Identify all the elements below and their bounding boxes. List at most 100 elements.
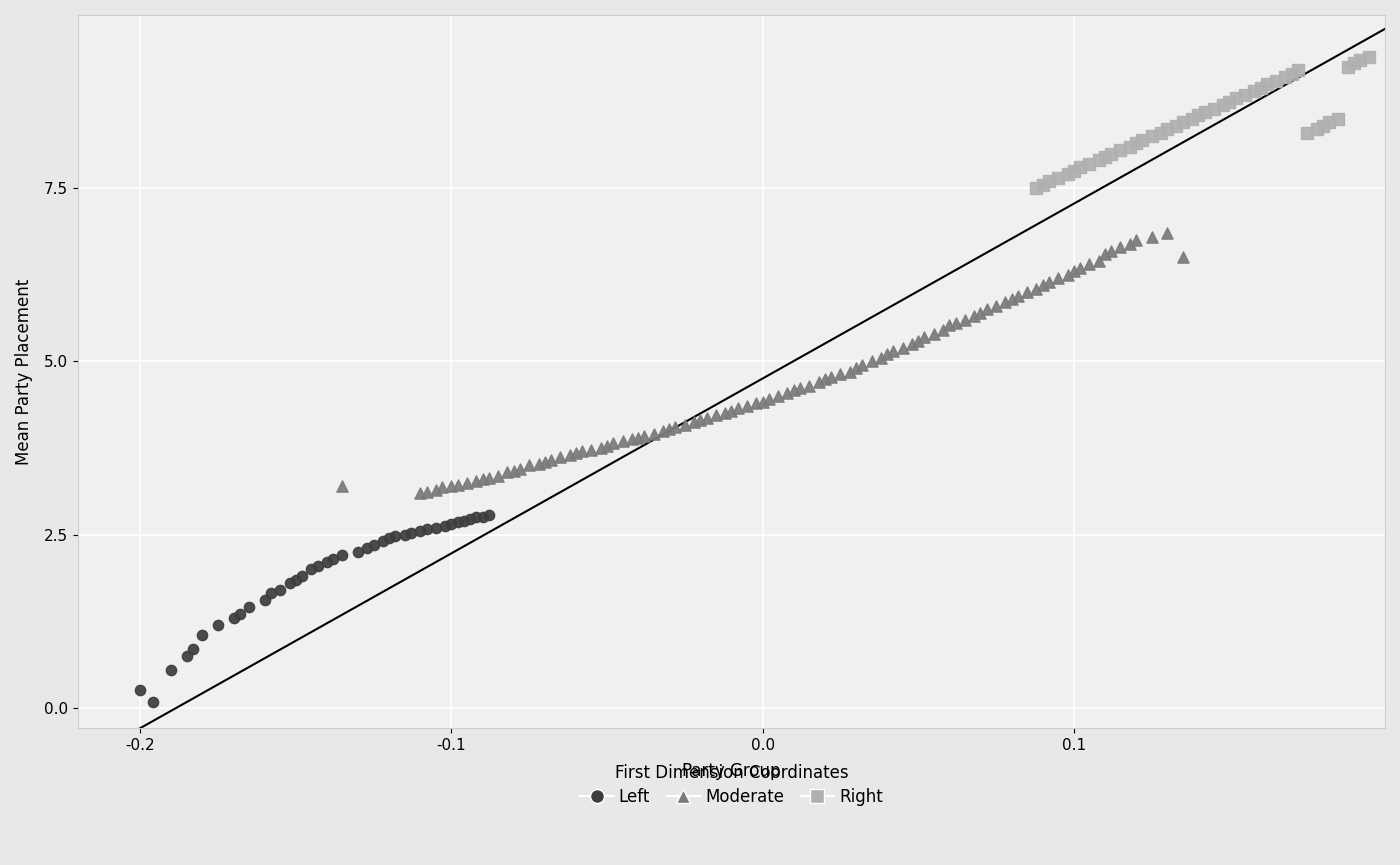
Point: [689, 413, 711, 427]
Point: [602, 436, 624, 450]
Point: [452, 514, 475, 528]
Point: [851, 358, 874, 372]
Point: [1007, 289, 1029, 303]
Point: [664, 420, 686, 434]
Point: [496, 465, 518, 479]
Point: [1296, 125, 1319, 139]
Point: [1193, 105, 1215, 119]
Point: [322, 552, 344, 566]
Point: [757, 393, 780, 407]
Point: [798, 379, 820, 393]
Point: [869, 351, 892, 365]
Point: [720, 404, 742, 418]
Point: [1078, 258, 1100, 272]
Point: [892, 341, 914, 355]
Point: [620, 432, 643, 445]
Point: [1187, 108, 1210, 122]
Point: [409, 524, 431, 538]
Point: [984, 299, 1007, 313]
Legend: Left, Moderate, Right: Left, Moderate, Right: [574, 755, 889, 813]
Point: [447, 516, 469, 529]
Point: [953, 313, 976, 327]
Point: [1203, 101, 1225, 115]
Point: [456, 476, 479, 490]
Point: [589, 441, 612, 455]
Point: [1141, 129, 1163, 143]
Point: [1088, 154, 1110, 168]
Point: [1172, 115, 1194, 129]
Point: [1037, 175, 1060, 189]
Point: [736, 400, 759, 413]
Point: [1233, 87, 1256, 101]
Point: [1287, 63, 1309, 77]
Point: [477, 509, 500, 522]
Point: [465, 473, 487, 487]
Point: [260, 586, 283, 600]
Point: [1025, 282, 1047, 296]
Point: [1156, 227, 1179, 240]
Point: [141, 695, 164, 709]
Point: [1088, 254, 1110, 268]
Point: [1180, 112, 1203, 125]
Point: [643, 427, 665, 441]
Point: [1256, 77, 1278, 91]
Point: [1093, 247, 1116, 261]
Point: [1327, 112, 1350, 125]
Point: [440, 517, 462, 531]
Point: [1249, 80, 1271, 94]
Point: [1165, 119, 1187, 132]
Point: [316, 555, 339, 569]
Point: [238, 600, 260, 614]
Point: [923, 327, 945, 341]
Point: [673, 418, 696, 432]
Point: [503, 464, 525, 477]
Point: [969, 306, 991, 320]
Point: [1274, 70, 1296, 84]
Point: [228, 607, 251, 621]
Point: [223, 611, 245, 625]
Point: [1001, 292, 1023, 306]
Point: [431, 481, 454, 495]
Point: [307, 559, 329, 573]
Point: [1063, 164, 1085, 178]
Point: [844, 362, 867, 375]
Point: [839, 365, 861, 379]
Point: [696, 411, 718, 425]
Point: [400, 526, 423, 540]
Point: [652, 424, 675, 438]
Point: [300, 562, 322, 576]
Y-axis label: Mean Party Placement: Mean Party Placement: [15, 279, 34, 465]
Point: [459, 512, 482, 526]
Point: [332, 479, 354, 493]
Point: [714, 407, 736, 420]
Point: [932, 324, 955, 337]
Point: [767, 389, 790, 403]
Point: [788, 381, 811, 394]
Point: [409, 486, 431, 500]
Point: [1119, 237, 1141, 251]
Point: [1100, 147, 1123, 161]
Point: [580, 443, 602, 457]
Point: [416, 522, 438, 536]
Point: [1358, 49, 1380, 63]
Point: [938, 318, 960, 332]
Point: [279, 576, 301, 590]
Point: [752, 394, 774, 408]
Point: [1343, 56, 1365, 70]
Point: [1032, 178, 1054, 192]
X-axis label: First Dimension Coordinates: First Dimension Coordinates: [615, 765, 848, 782]
Point: [1172, 251, 1194, 265]
Point: [808, 375, 830, 389]
Point: [1141, 230, 1163, 244]
Point: [882, 344, 904, 358]
Point: [1124, 136, 1147, 150]
Point: [976, 303, 998, 317]
Point: [129, 683, 151, 697]
Point: [416, 484, 438, 498]
Point: [683, 415, 706, 429]
Point: [472, 510, 494, 524]
Point: [1149, 125, 1172, 139]
Point: [829, 367, 851, 381]
Point: [1124, 234, 1147, 247]
Point: [907, 334, 930, 348]
